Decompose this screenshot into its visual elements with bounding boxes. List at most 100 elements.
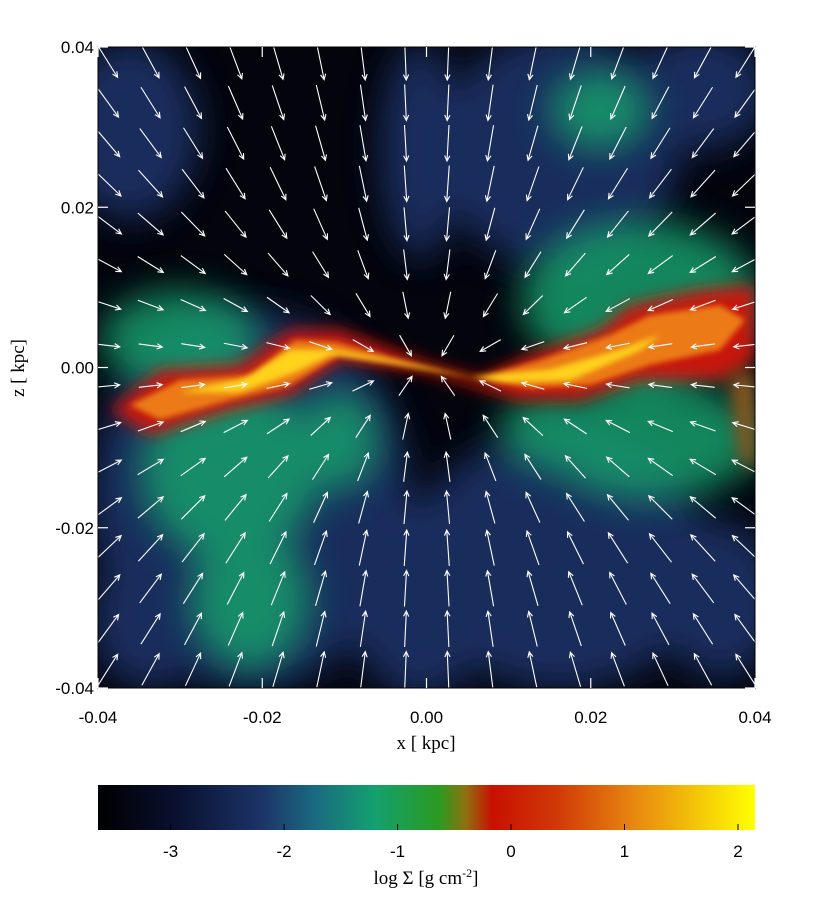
velocity-arrow [269, 530, 287, 565]
velocity-arrow [527, 47, 537, 81]
velocity-arrow [227, 611, 244, 646]
velocity-arrow [314, 569, 328, 606]
velocity-arrow [315, 84, 327, 122]
velocity-arrow [522, 416, 544, 436]
velocity-arrow [352, 339, 375, 353]
velocity-arrow [692, 86, 714, 119]
velocity-arrow [564, 252, 586, 277]
velocity-arrow [484, 529, 495, 566]
velocity-arrow [181, 532, 205, 563]
velocity-arrow [484, 451, 497, 482]
velocity-arrow [485, 650, 494, 688]
velocity-arrow [444, 124, 451, 163]
velocity-arrow [482, 414, 499, 438]
velocity-arrow [358, 529, 369, 566]
velocity-arrow [691, 573, 715, 604]
velocity-arrow [731, 173, 755, 197]
velocity-arrow [526, 125, 539, 162]
velocity-arrow [399, 334, 413, 357]
axes: -0.04 -0.02 0.00 0.02 0.04 -0.04 -0.02 0.00 0.02… [55, 38, 771, 727]
velocity-arrow [227, 85, 244, 121]
velocity-arrow [647, 457, 674, 477]
colorbar-label-end: ] [472, 868, 478, 889]
colorbar-tick-label: 2 [733, 842, 742, 861]
velocity-arrow [563, 296, 587, 314]
velocity-arrow [139, 128, 162, 159]
velocity-arrow [731, 301, 755, 311]
velocity-arrow [565, 209, 585, 240]
velocity-arrow [184, 652, 202, 687]
velocity-arrow [610, 47, 625, 81]
velocity-arrow [403, 249, 410, 281]
velocity-arrow [98, 496, 123, 516]
velocity-arrow [266, 418, 291, 435]
velocity-arrow [440, 375, 456, 396]
velocity-arrow [444, 84, 451, 122]
velocity-arrow [180, 211, 206, 237]
velocity-arrow [652, 47, 668, 80]
velocity-arrow [98, 421, 122, 431]
colorbar-label-sup: -2 [462, 866, 472, 880]
velocity-arrow [359, 609, 368, 647]
velocity-arrow [267, 454, 289, 479]
velocity-arrow [223, 342, 249, 350]
velocity-arrow [180, 255, 207, 275]
velocity-arrow [137, 299, 165, 311]
velocity-arrow [403, 84, 410, 122]
velocity-arrow [402, 412, 411, 440]
velocity-arrow [181, 382, 206, 389]
velocity-arrow [403, 489, 410, 525]
velocity-arrow [226, 571, 245, 605]
velocity-arrow [690, 382, 715, 389]
velocity-arrow [526, 610, 538, 647]
y-tick-label: 0.00 [61, 359, 94, 378]
velocity-arrow [268, 492, 288, 522]
velocity-arrow [310, 295, 332, 316]
velocity-arrow [443, 489, 451, 525]
velocity-arrow [604, 419, 631, 434]
velocity-arrow [98, 258, 123, 273]
velocity-arrow [223, 298, 249, 313]
velocity-arrow [355, 414, 371, 439]
velocity-arrow [734, 88, 755, 119]
velocity-arrow [98, 173, 122, 197]
velocity-arrow [606, 493, 629, 521]
velocity-arrow [184, 86, 203, 120]
velocity-arrow [98, 130, 121, 158]
velocity-arrow [223, 419, 249, 434]
velocity-arrow [138, 343, 164, 350]
velocity-arrow [180, 494, 206, 520]
velocity-arrow [647, 494, 673, 520]
velocity-arrow [650, 572, 671, 604]
velocity-arrow [485, 569, 495, 607]
velocity-arrow [313, 529, 328, 566]
velocity-arrow [735, 653, 755, 685]
velocity-field [98, 47, 755, 688]
velocity-arrow [352, 380, 375, 392]
velocity-arrow [482, 293, 499, 318]
velocity-arrow [137, 420, 165, 432]
x-axis-label: x [ kpc] [396, 733, 455, 754]
velocity-arrow [647, 343, 673, 350]
colorbar [98, 785, 755, 830]
velocity-arrow [647, 420, 674, 433]
velocity-arrow [520, 381, 545, 390]
velocity-arrow [444, 569, 451, 607]
velocity-arrow [98, 301, 123, 311]
velocity-arrow [398, 375, 413, 397]
velocity-arrow [403, 207, 410, 242]
velocity-arrow [692, 612, 714, 645]
velocity-arrow [403, 569, 410, 607]
velocity-arrow [735, 47, 755, 79]
velocity-arrow [403, 124, 410, 163]
velocity-arrow [484, 165, 495, 203]
velocity-arrow [223, 456, 248, 478]
velocity-arrow [98, 215, 123, 235]
velocity-arrow [607, 531, 629, 564]
velocity-arrow [310, 416, 332, 436]
velocity-arrow [138, 169, 164, 198]
colorbar-tick-label: -2 [277, 842, 292, 861]
velocity-arrow [731, 216, 755, 235]
velocity-arrow [360, 650, 368, 688]
